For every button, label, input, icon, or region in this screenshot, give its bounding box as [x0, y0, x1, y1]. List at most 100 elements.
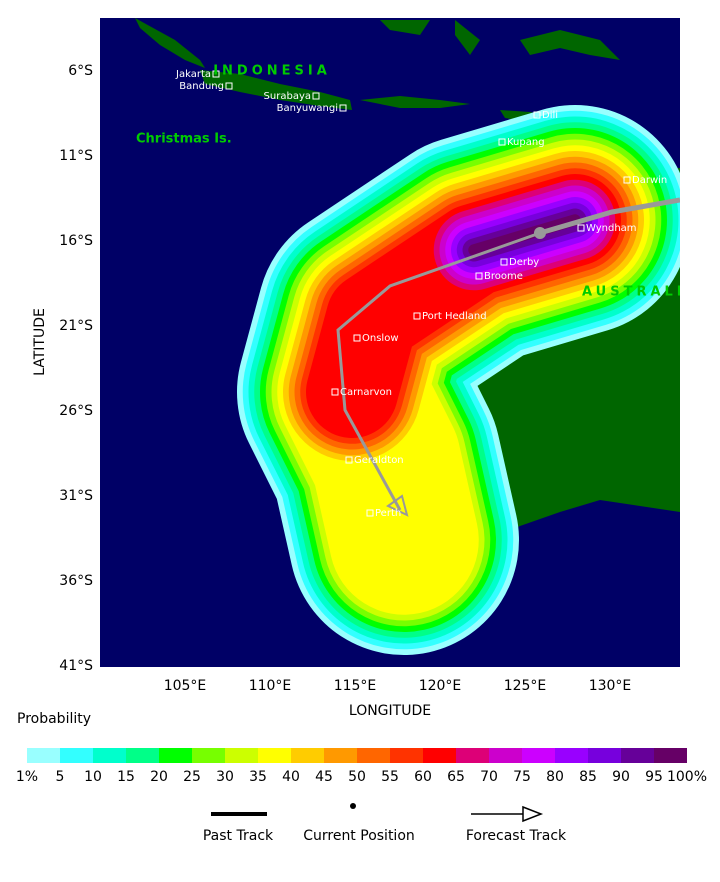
key-label: Current Position: [303, 828, 415, 844]
legend-title: Probability: [17, 711, 91, 727]
legend: 1% 5 10 15 20 25 30 35 40 45 50 55 60 65 70 75 80 85 90 95 1…: [16, 748, 707, 785]
city-label: Bandung: [179, 81, 224, 92]
legend-swatch: [654, 748, 687, 763]
legend-label: 10: [84, 769, 102, 785]
legend-label: 85: [579, 769, 597, 785]
legend-swatch: [456, 748, 489, 763]
city-label: Jakarta: [175, 69, 211, 80]
legend-label: 25: [183, 769, 201, 785]
forecast-arrow: [386, 494, 409, 517]
legend-swatch: [357, 748, 390, 763]
city-marker: [345, 456, 353, 464]
legend-swatch: [324, 748, 357, 763]
legend-label: 75: [513, 769, 531, 785]
city-marker: [339, 104, 347, 112]
x-axis-label: LONGITUDE: [349, 703, 431, 719]
city-marker: [225, 82, 233, 90]
region-label: INDONESIA: [213, 64, 331, 79]
city-marker: [413, 312, 421, 320]
city-label: Darwin: [632, 175, 667, 186]
key-label: Forecast Track: [466, 828, 567, 844]
legend-label: 65: [447, 769, 465, 785]
legend-label: 80: [546, 769, 564, 785]
city-marker: [623, 176, 631, 184]
legend-label: 20: [150, 769, 168, 785]
legend-label: 45: [315, 769, 333, 785]
x-tick-label: 120°E: [419, 678, 462, 694]
legend-swatch: [126, 748, 159, 763]
legend-label: 15: [117, 769, 135, 785]
forecast-track-key: [471, 805, 544, 823]
x-tick-label: 110°E: [249, 678, 292, 694]
legend-swatch: [27, 748, 60, 763]
region-label: Christmas Is.: [136, 132, 232, 147]
legend-swatch: [159, 748, 192, 763]
x-tick-label: 130°E: [589, 678, 632, 694]
legend-label: 50: [348, 769, 366, 785]
swath-level: [468, 214, 581, 256]
city-marker: [533, 111, 541, 119]
city-label: Wyndham: [586, 223, 637, 234]
city-marker: [212, 70, 220, 78]
city-label: Derby: [509, 257, 539, 268]
city-label: Kupang: [507, 137, 545, 148]
city-label: Carnarvon: [340, 387, 392, 398]
legend-label: 60: [414, 769, 432, 785]
y-tick-label: 36°S: [59, 573, 93, 589]
legend-label: 95: [645, 769, 663, 785]
legend-swatch: [93, 748, 126, 763]
x-tick-label: 125°E: [504, 678, 547, 694]
x-tick-label: 115°E: [334, 678, 377, 694]
legend-label: 90: [612, 769, 630, 785]
city-marker: [353, 334, 361, 342]
legend-label: 70: [480, 769, 498, 785]
city-marker: [312, 92, 320, 100]
legend-label: 1%: [16, 769, 38, 785]
legend-swatch: [225, 748, 258, 763]
y-tick-label: 11°S: [59, 148, 93, 164]
legend-label: 35: [249, 769, 267, 785]
city-label: Surabaya: [264, 91, 311, 102]
legend-label: 5: [56, 769, 65, 785]
city-label: Dili: [542, 110, 558, 121]
y-tick-label: 26°S: [59, 403, 93, 419]
region-label: AUSTRALIA: [582, 285, 700, 300]
legend-swatch: [621, 748, 654, 763]
city-label: Port Hedland: [422, 311, 487, 322]
legend-label: 30: [216, 769, 234, 785]
x-tick-label: 105°E: [164, 678, 207, 694]
legend-label: 40: [282, 769, 300, 785]
current-position-key: [350, 803, 356, 809]
legend-swatch: [291, 748, 324, 763]
legend-swatch: [522, 748, 555, 763]
city-label: Broome: [484, 271, 523, 282]
legend-swatch: [588, 748, 621, 763]
legend-label: 100%: [667, 769, 707, 785]
key-label: Past Track: [203, 828, 274, 844]
legend-swatch: [60, 748, 93, 763]
city-marker: [366, 509, 374, 517]
past-track: [539, 197, 680, 236]
probability-swath: [237, 105, 680, 655]
forecast-track: [336, 231, 541, 511]
legend-swatch: [258, 748, 291, 763]
city-label: Onslow: [362, 333, 399, 344]
legend-swatch: [489, 748, 522, 763]
city-marker: [500, 258, 508, 266]
city-marker: [577, 224, 585, 232]
city-marker: [498, 138, 506, 146]
current-position: [534, 227, 546, 239]
land-sumatra: [135, 18, 205, 68]
legend-label: 55: [381, 769, 399, 785]
y-tick-label: 41°S: [59, 658, 93, 674]
city-marker: [331, 388, 339, 396]
y-axis-label: LATITUDE: [32, 308, 48, 376]
y-tick-label: 16°S: [59, 233, 93, 249]
y-tick-label: 6°S: [68, 63, 93, 79]
legend-swatch: [192, 748, 225, 763]
city-label: Geraldton: [354, 455, 404, 466]
legend-swatch: [423, 748, 456, 763]
